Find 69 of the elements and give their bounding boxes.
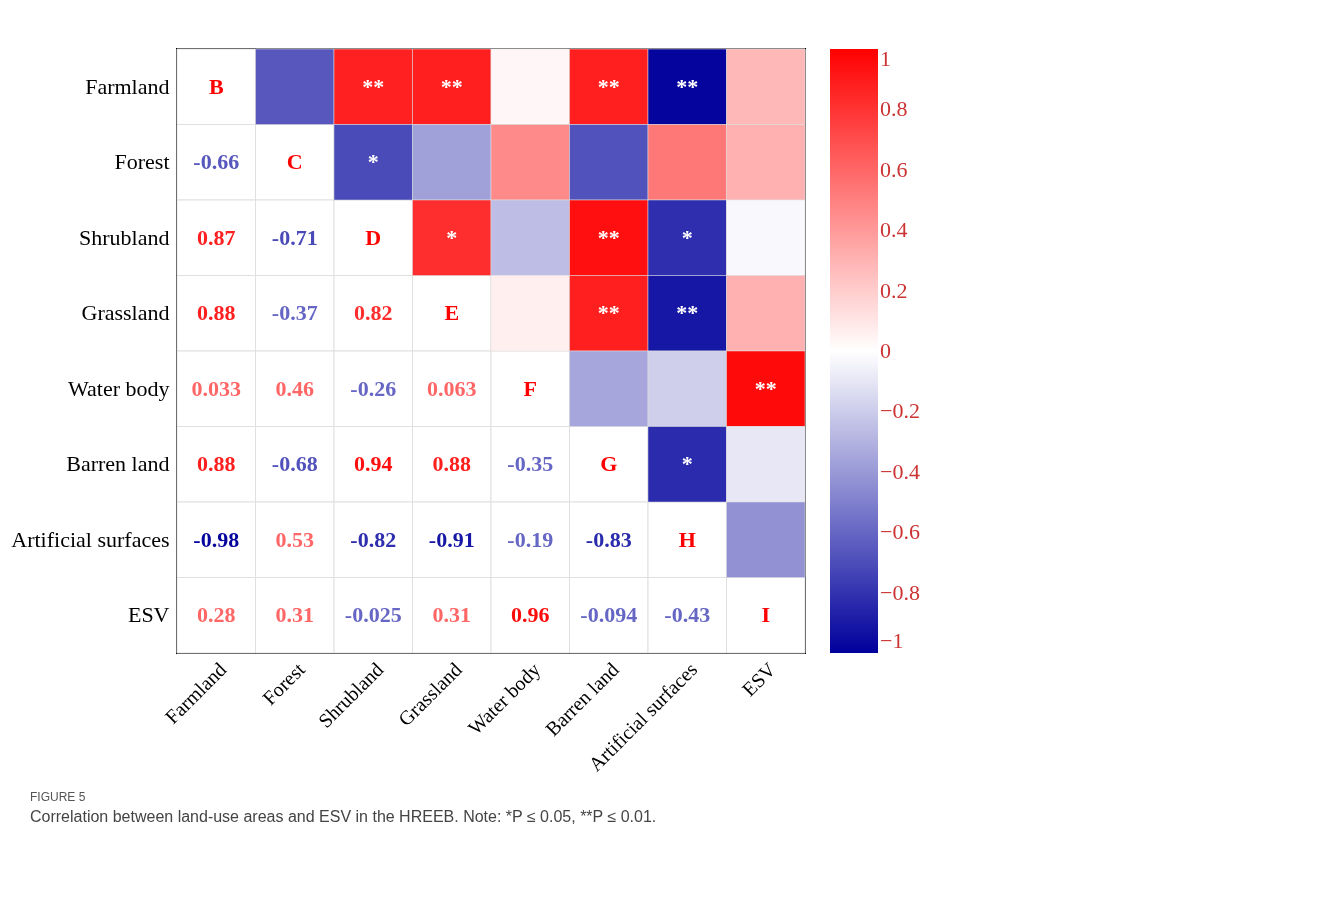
data-label: * [681, 224, 693, 250]
text: -0.26 [350, 375, 397, 401]
data-label: * [446, 224, 458, 250]
color-bar-label: 0 [880, 338, 891, 363]
color-bar-label: −0.2 [880, 398, 920, 424]
text: D [365, 224, 382, 250]
y-tick-label: Water body [68, 375, 170, 401]
text: 0.033 [191, 375, 241, 401]
data-label: ** [676, 300, 699, 326]
data-label: ** [597, 73, 620, 99]
text: -0.83 [585, 526, 632, 552]
text: F [523, 375, 537, 401]
text: 0.82 [354, 300, 393, 326]
text: -0.37 [271, 300, 318, 326]
data-label: ** [440, 73, 463, 99]
text: -0.19 [507, 526, 554, 552]
data-label: ** [676, 73, 699, 99]
text: 0.87 [197, 224, 236, 250]
y-tick-label: Forest [114, 149, 170, 175]
data-label: ** [362, 73, 385, 99]
caption: FIGURE 5 [30, 790, 87, 804]
text: 0.53 [275, 526, 314, 552]
y-tick-label: Grassland [81, 300, 170, 326]
text: -0.66 [193, 149, 240, 175]
y-tick-label: ESV [127, 602, 170, 628]
y-tick-label: Farmland [85, 73, 170, 99]
data-label: ** [754, 375, 777, 401]
text: -0.094 [580, 602, 638, 628]
text: -0.98 [193, 526, 240, 552]
data-label: ** [597, 224, 620, 250]
color-bar-label: 1 [880, 46, 891, 71]
y-tick-label: Barren land [66, 451, 170, 477]
text: -0.71 [271, 224, 318, 250]
text: -0.35 [507, 451, 554, 477]
text: -0.43 [664, 602, 711, 628]
data-label: * [681, 451, 693, 477]
color-bar-label: −0.4 [880, 458, 920, 484]
color-bar-label: 0.2 [880, 277, 908, 303]
color-bar-label: −1 [880, 628, 904, 653]
text: E [444, 300, 460, 326]
color-bar-label: −0.8 [880, 579, 920, 605]
text: C [286, 149, 303, 175]
y-tick-label: Shrubland [79, 224, 170, 250]
y-tick-label: Artificial surfaces [11, 526, 170, 552]
text: Correlation between land-use areas and ESV in the HREEB. Note: *P ≤ 0.05, **P ≤ 0.01. [30, 808, 657, 826]
color-bar-label: 0.6 [880, 156, 908, 182]
text: 0.31 [275, 602, 314, 628]
data-label: ** [597, 300, 620, 326]
text: 0.063 [427, 375, 477, 401]
color-bar-label: −0.6 [880, 519, 920, 545]
text: 0.88 [197, 451, 236, 477]
text: 0.46 [275, 375, 314, 401]
color-bar-label: 0.4 [880, 217, 908, 243]
text: I [761, 602, 771, 628]
text: 0.96 [511, 602, 550, 628]
text: H [678, 526, 696, 552]
text: G [600, 451, 618, 477]
text: 0.31 [432, 602, 471, 628]
text: B [208, 73, 224, 99]
text: 0.88 [197, 300, 236, 326]
color-bar-label: 0.8 [880, 96, 908, 122]
data-label: * [367, 149, 379, 175]
text: 0.94 [354, 451, 393, 477]
text: -0.82 [350, 526, 397, 552]
text: 0.28 [197, 602, 236, 628]
text: -0.68 [271, 451, 318, 477]
text: -0.025 [344, 602, 402, 628]
text: -0.91 [428, 526, 475, 552]
text: 0.88 [432, 451, 471, 477]
